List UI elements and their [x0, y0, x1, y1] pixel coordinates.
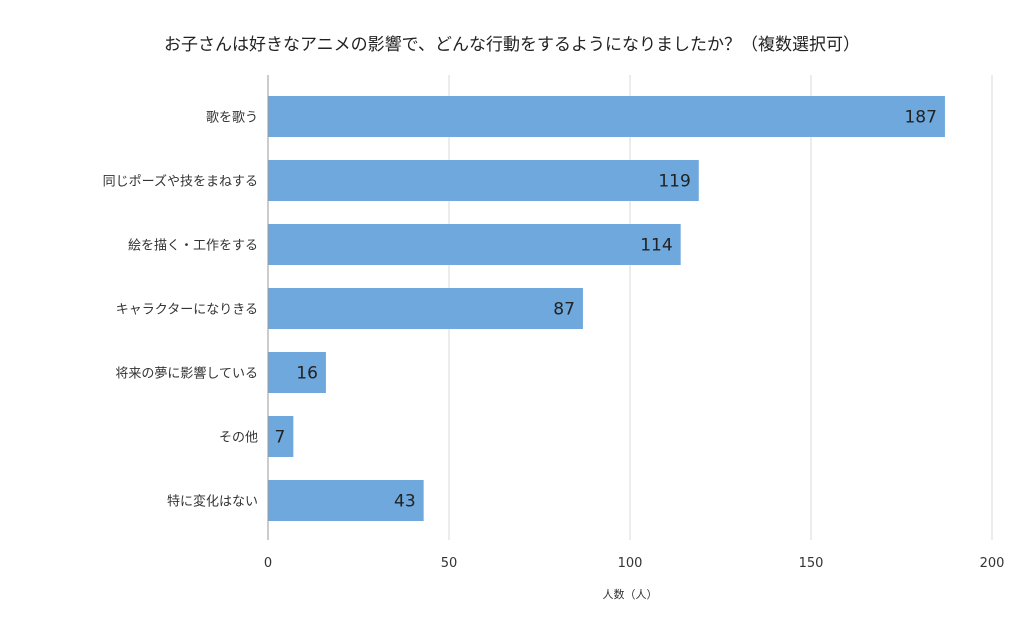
bars	[268, 96, 945, 521]
bar	[268, 160, 699, 201]
category-label: その他	[219, 431, 258, 446]
x-axis-label: 人数（人）	[603, 588, 658, 601]
category-label: 特に変化はない	[167, 494, 258, 510]
category-label: 同じポーズや技をまねする	[103, 174, 258, 190]
chart-title: お子さんは好きなアニメの影響で、どんな行動をするようになりましたか？（複数選択可…	[164, 35, 860, 55]
category-labels: 歌を歌う同じポーズや技をまねする絵を描く・工作をするキャラクターになりきる将来の…	[103, 111, 258, 510]
data-label: 114	[640, 236, 672, 256]
category-label: 将来の夢に影響している	[115, 366, 258, 382]
bar	[268, 288, 583, 329]
x-tick-labels: 0 50 100 150 200	[264, 556, 1005, 571]
x-tick-label: 50	[441, 556, 458, 571]
data-label: 119	[658, 172, 690, 192]
data-label: 187	[904, 108, 936, 128]
bar	[268, 416, 294, 457]
data-label: 7	[275, 428, 286, 448]
category-label: キャラクターになりきる	[116, 303, 258, 318]
data-labels: 187 119 114 87 16 7 43	[275, 108, 937, 512]
bar	[268, 96, 945, 137]
category-label: 絵を描く・工作をする	[128, 239, 258, 254]
bar	[268, 224, 681, 265]
x-tick-label: 150	[799, 556, 824, 571]
bar	[268, 480, 424, 521]
data-label: 87	[553, 300, 575, 320]
x-tick-label: 200	[980, 556, 1005, 571]
category-label: 歌を歌う	[206, 111, 258, 126]
x-tick-label: 100	[618, 556, 643, 571]
data-label: 43	[394, 492, 416, 512]
data-label: 16	[296, 364, 318, 384]
x-tick-label: 0	[264, 556, 272, 571]
bar	[268, 352, 326, 393]
